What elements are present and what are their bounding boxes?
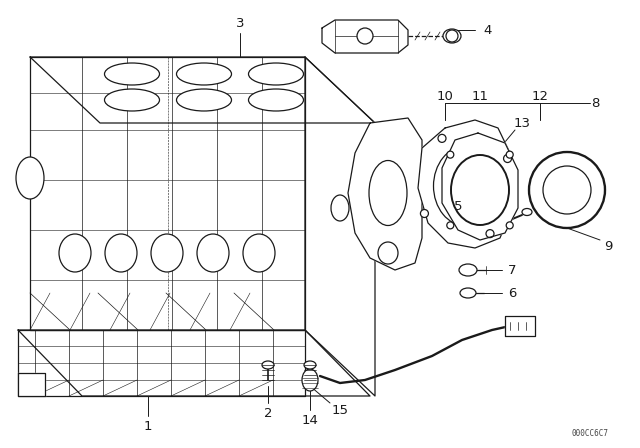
- Text: 12: 12: [531, 90, 548, 103]
- Circle shape: [504, 155, 511, 163]
- Circle shape: [420, 210, 428, 217]
- Ellipse shape: [331, 195, 349, 221]
- Text: 6: 6: [508, 287, 516, 300]
- Polygon shape: [305, 57, 375, 396]
- Ellipse shape: [177, 63, 232, 85]
- Ellipse shape: [59, 234, 91, 272]
- Circle shape: [447, 222, 454, 229]
- Ellipse shape: [104, 89, 159, 111]
- Circle shape: [446, 30, 458, 42]
- Circle shape: [447, 151, 454, 158]
- Text: 8: 8: [591, 96, 599, 109]
- Ellipse shape: [451, 155, 509, 225]
- Text: 9: 9: [604, 240, 612, 253]
- Ellipse shape: [433, 146, 499, 226]
- Ellipse shape: [248, 63, 303, 85]
- Polygon shape: [322, 20, 408, 53]
- Ellipse shape: [197, 234, 229, 272]
- Polygon shape: [418, 120, 510, 248]
- Ellipse shape: [105, 234, 137, 272]
- Ellipse shape: [16, 157, 44, 199]
- Text: 10: 10: [436, 90, 453, 103]
- Ellipse shape: [460, 288, 476, 298]
- Circle shape: [506, 222, 513, 229]
- Text: 14: 14: [301, 414, 319, 426]
- Ellipse shape: [302, 369, 318, 391]
- Ellipse shape: [151, 234, 183, 272]
- Circle shape: [486, 230, 494, 237]
- Polygon shape: [18, 373, 45, 396]
- Text: 3: 3: [236, 17, 244, 30]
- Text: 2: 2: [264, 406, 272, 419]
- Polygon shape: [442, 133, 518, 240]
- Circle shape: [506, 151, 513, 158]
- Polygon shape: [18, 330, 305, 396]
- Polygon shape: [348, 118, 422, 270]
- Text: 000CC6C7: 000CC6C7: [572, 428, 609, 438]
- Circle shape: [357, 28, 373, 44]
- Text: 11: 11: [472, 90, 488, 103]
- Ellipse shape: [304, 361, 316, 369]
- Ellipse shape: [262, 361, 274, 369]
- Polygon shape: [505, 316, 535, 336]
- Ellipse shape: [104, 63, 159, 85]
- Circle shape: [543, 166, 591, 214]
- Ellipse shape: [378, 242, 398, 264]
- Circle shape: [529, 152, 605, 228]
- Text: 15: 15: [332, 404, 349, 417]
- Ellipse shape: [243, 234, 275, 272]
- Ellipse shape: [522, 208, 532, 215]
- Text: 4: 4: [484, 23, 492, 36]
- Polygon shape: [30, 57, 375, 123]
- Text: 1: 1: [144, 419, 152, 432]
- Polygon shape: [18, 330, 370, 396]
- Text: 7: 7: [508, 263, 516, 276]
- Ellipse shape: [177, 89, 232, 111]
- Circle shape: [438, 134, 446, 142]
- Ellipse shape: [459, 264, 477, 276]
- Ellipse shape: [443, 29, 461, 43]
- Polygon shape: [30, 57, 305, 330]
- Text: 5: 5: [454, 199, 462, 212]
- Ellipse shape: [248, 89, 303, 111]
- Text: 13: 13: [513, 116, 531, 129]
- Ellipse shape: [369, 160, 407, 225]
